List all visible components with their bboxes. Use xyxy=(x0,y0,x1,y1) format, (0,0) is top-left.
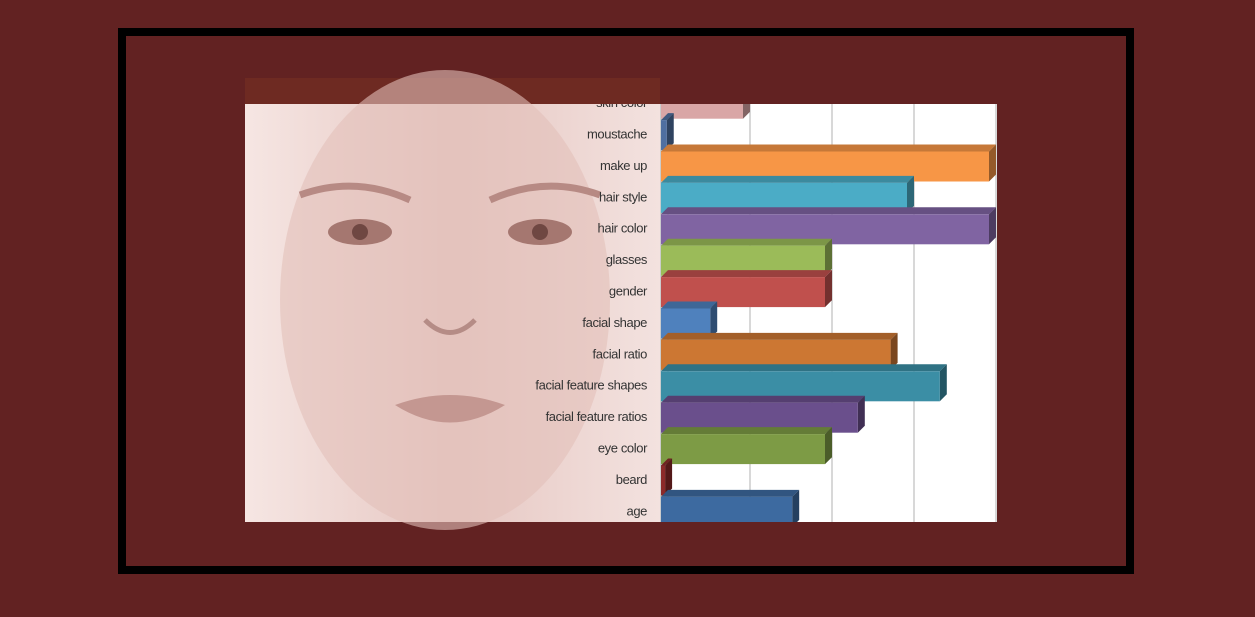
bar xyxy=(661,104,743,119)
category-label: facial ratio xyxy=(593,346,648,361)
bar-side xyxy=(665,458,673,496)
bar xyxy=(661,434,825,465)
bar xyxy=(661,465,666,496)
frame xyxy=(118,28,1134,574)
face-image xyxy=(245,70,660,530)
category-label: eye color xyxy=(598,441,648,456)
bar-side xyxy=(890,332,898,370)
bar-top xyxy=(661,301,718,309)
category-label: facial feature shapes xyxy=(535,378,647,393)
bar-side xyxy=(792,489,800,522)
category-label: facial shape xyxy=(582,315,647,330)
bar-side xyxy=(857,395,865,433)
category-label: facial feature ratios xyxy=(546,409,648,424)
bar-top xyxy=(661,489,800,497)
plot xyxy=(660,104,997,522)
category-label: hair style xyxy=(599,189,647,204)
category-label: gender xyxy=(609,284,648,299)
bar-side xyxy=(825,238,832,276)
bar xyxy=(661,496,793,522)
bar-side xyxy=(989,207,996,245)
bar-top xyxy=(661,144,996,152)
bar-top xyxy=(661,207,996,215)
bar-top xyxy=(661,113,674,121)
bar-top xyxy=(661,395,865,403)
bar xyxy=(661,120,667,151)
category-label: make up xyxy=(600,158,647,173)
category-label: age xyxy=(627,503,648,518)
category-label: beard xyxy=(616,472,647,487)
bar-top xyxy=(661,238,832,246)
bar-side xyxy=(825,427,832,465)
bar-side xyxy=(939,364,947,402)
bar-top xyxy=(661,332,898,340)
bar-side xyxy=(743,104,750,119)
bar-side xyxy=(825,270,832,308)
bar-top xyxy=(661,427,832,435)
bar-top xyxy=(661,458,673,466)
category-label: glasses xyxy=(606,252,648,267)
bar-side xyxy=(989,144,996,182)
bar-side xyxy=(666,113,674,151)
category-labels: skin color moustache make up hair style hair… xyxy=(535,95,649,518)
bar-side xyxy=(710,301,718,339)
bar-top xyxy=(661,270,832,278)
bar-top xyxy=(661,364,947,372)
category-label: hair color xyxy=(598,221,649,236)
category-label: moustache xyxy=(587,127,647,142)
category-label: skin color xyxy=(596,95,648,110)
bar-side xyxy=(907,175,914,213)
bar-top xyxy=(661,175,914,183)
